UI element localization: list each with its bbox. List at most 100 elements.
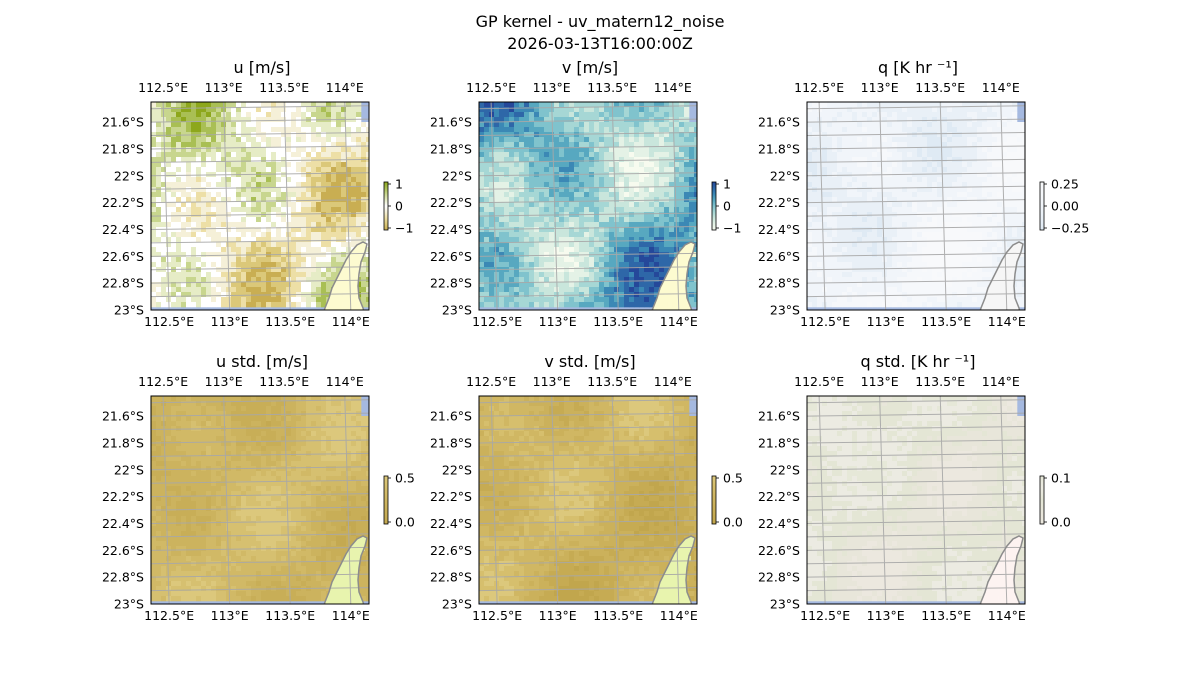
figure-title: GP kernel - uv_matern12_noise — [475, 12, 725, 31]
lat-tick-label: 22.8°S — [430, 570, 472, 585]
colorbar: 1 0 −1 — [711, 177, 741, 236]
lon-tick-label-top: 113°E — [533, 374, 571, 389]
map-field — [807, 396, 1025, 604]
lat-tick-label: 22.8°S — [758, 276, 800, 291]
lon-tick-label-top: 112.5°E — [466, 374, 516, 389]
lat-tick-label: 21.8°S — [430, 435, 472, 450]
coastline — [651, 535, 696, 604]
lat-tick-label: 22.8°S — [102, 276, 144, 291]
lat-tick-label: 23°S — [442, 597, 472, 612]
lon-tick-label-top: 114°E — [654, 374, 692, 389]
lon-tick-label-top: 112.5°E — [466, 80, 516, 95]
lat-tick-label: 21.6°S — [758, 115, 800, 130]
lat-tick-label: 23°S — [770, 597, 800, 612]
lon-tick-label-bottom: 113°E — [211, 314, 249, 329]
map-field — [479, 396, 697, 604]
colorbar-tick-label: −1 — [723, 221, 741, 236]
colorbar-bar — [1039, 181, 1045, 231]
coastline — [651, 241, 696, 310]
colorbar-tick-label: 0.0 — [1051, 515, 1071, 530]
map-field — [151, 396, 369, 604]
lon-tick-label-top: 114°E — [326, 374, 364, 389]
colorbar-tick-label: 0.5 — [395, 471, 415, 486]
lat-tick-label: 21.6°S — [102, 409, 144, 424]
lon-tick-label-top: 112.5°E — [794, 374, 844, 389]
land-area — [980, 242, 1023, 310]
lat-tick-label: 22.2°S — [430, 195, 472, 210]
lon-tick-label-bottom: 113.5°E — [593, 314, 643, 329]
lon-tick-label-top: 113°E — [861, 80, 899, 95]
colorbar: 1 0 −1 — [383, 177, 413, 236]
lon-tick-label-top: 114°E — [982, 80, 1020, 95]
colorbar-tick-label: 0 — [395, 199, 403, 214]
field-cells — [807, 102, 1025, 308]
map-panel-q-std: q std. [K hr ⁻¹] 112.5°E 112.5°E 113°E 113°E… — [758, 352, 1071, 623]
lat-tick-label: 21.6°S — [102, 115, 144, 130]
lat-tick-label: 22.6°S — [758, 543, 800, 558]
coastline — [979, 535, 1024, 604]
lon-tick-label-bottom: 114°E — [988, 608, 1026, 623]
lon-tick-label-top: 113°E — [861, 374, 899, 389]
colorbar-bar — [383, 475, 389, 525]
panel-title: u [m/s] — [233, 58, 290, 77]
lon-tick-label-top: 112.5°E — [138, 374, 188, 389]
lon-tick-label-bottom: 112.5°E — [800, 314, 850, 329]
lat-tick-label: 22.6°S — [758, 249, 800, 264]
lat-tick-label: 22.4°S — [758, 222, 800, 237]
lon-tick-label-bottom: 112.5°E — [144, 608, 194, 623]
lon-tick-label-bottom: 113°E — [539, 608, 577, 623]
lon-tick-label-bottom: 113.5°E — [265, 314, 315, 329]
lon-tick-label-bottom: 112.5°E — [472, 314, 522, 329]
lat-tick-label: 23°S — [114, 597, 144, 612]
colorbar-tick-label: 1 — [395, 177, 403, 192]
colorbar-tick-label: 0.5 — [723, 471, 743, 486]
lat-tick-label: 22.6°S — [430, 249, 472, 264]
coastline — [323, 241, 368, 310]
land-area — [652, 242, 695, 310]
coastline — [979, 241, 1024, 310]
lat-tick-label: 22.2°S — [758, 489, 800, 504]
lat-tick-label: 21.8°S — [758, 141, 800, 156]
map-panel-q: q [K hr ⁻¹] 112.5°E 112.5°E 113°E 113°E 113.5… — [758, 58, 1089, 329]
lat-tick-label: 22°S — [770, 462, 800, 477]
lon-tick-label-top: 113.5°E — [259, 80, 309, 95]
lon-tick-label-top: 112.5°E — [794, 80, 844, 95]
lon-tick-label-bottom: 113°E — [867, 314, 905, 329]
lat-tick-label: 21.8°S — [758, 435, 800, 450]
colorbar-tick-label: 1 — [723, 177, 731, 192]
lat-tick-label: 22°S — [114, 462, 144, 477]
panel-title: q [K hr ⁻¹] — [878, 58, 958, 77]
lon-tick-label-top: 113°E — [533, 80, 571, 95]
map-panel-v: v [m/s]112.5°E112.5°E113°E113°E113.5°E11… — [430, 58, 741, 329]
lon-tick-label-bottom: 112.5°E — [144, 314, 194, 329]
map-frame — [478, 101, 698, 311]
colorbar-tick-label: −1 — [395, 221, 413, 236]
coastline — [323, 535, 368, 604]
lon-tick-label-top: 114°E — [982, 374, 1020, 389]
lat-tick-label: 22.4°S — [430, 516, 472, 531]
lon-tick-label-top: 114°E — [654, 80, 692, 95]
lon-tick-label-top: 113.5°E — [915, 80, 965, 95]
lat-tick-label: 21.8°S — [430, 141, 472, 156]
colorbar: 0.5 0.0 — [711, 471, 743, 530]
colorbar: 0.5 0.0 — [383, 471, 415, 530]
lat-tick-label: 22.2°S — [102, 195, 144, 210]
lat-tick-label: 22°S — [442, 462, 472, 477]
gridlines — [151, 396, 369, 604]
lat-tick-label: 21.6°S — [758, 409, 800, 424]
map-frame — [806, 101, 1026, 311]
lat-tick-label: 22.6°S — [102, 249, 144, 264]
map-field — [151, 102, 369, 310]
lat-tick-label: 22°S — [114, 168, 144, 183]
lon-tick-label-bottom: 113°E — [211, 608, 249, 623]
lat-tick-label: 22.2°S — [430, 489, 472, 504]
lat-tick-label: 22.8°S — [430, 276, 472, 291]
map-frame — [150, 101, 370, 311]
colorbar: 0.1 0.0 — [1039, 471, 1071, 530]
map-frame — [150, 395, 370, 605]
lon-tick-label-top: 112.5°E — [138, 80, 188, 95]
colorbar-bar — [1039, 475, 1045, 525]
map-panel-u: u [m/s]112.5°E112.5°E113°E113°E113.5°E11… — [102, 58, 413, 329]
figure-timestamp: 2026-03-13T16:00:00Z — [507, 34, 693, 53]
